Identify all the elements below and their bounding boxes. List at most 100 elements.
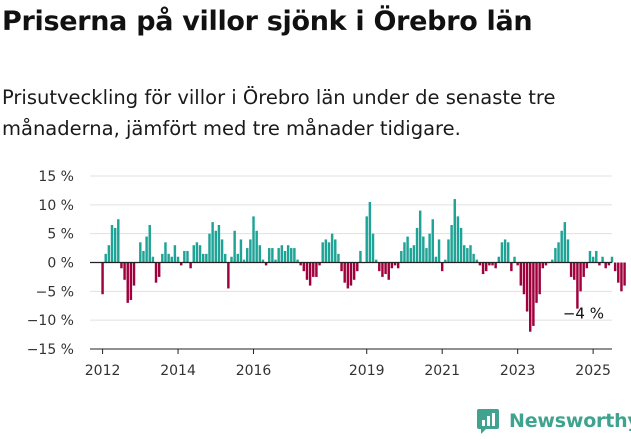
x-tick-label: 2016 [236,363,272,379]
bar [145,236,148,263]
bar [610,256,614,263]
bar [412,245,416,263]
bar [170,256,173,263]
bar [617,262,620,283]
bar [164,242,167,263]
bar [481,262,485,275]
bar [113,227,117,263]
bar [497,256,501,263]
bar [157,262,161,277]
bar [233,230,236,263]
y-tick-label: −5 % [36,284,74,300]
y-tick-label: −10 % [27,313,74,329]
bar [365,216,368,263]
bar [415,227,419,263]
bar [117,219,120,263]
bar [598,262,601,266]
bar [434,256,438,263]
bar [484,262,488,272]
bar [503,239,507,263]
bar [126,262,129,303]
bar [356,262,359,272]
bar [522,262,526,295]
bar [179,262,183,266]
bar [268,248,271,263]
bar [544,262,548,266]
bar [368,201,372,263]
bar [393,262,397,266]
bar [252,216,255,263]
bar [299,262,302,266]
bar [478,262,482,266]
bar [258,245,262,263]
bar [418,210,422,263]
bar [239,239,243,263]
bar [308,262,312,286]
bar [183,250,186,263]
bar [591,256,595,263]
bar [104,253,107,263]
bar [459,227,463,263]
x-tick-label: 2025 [575,363,611,379]
bar [469,245,472,263]
y-tick-label: 10 % [38,198,74,214]
bar [236,253,240,263]
x-tick-label: 2014 [160,363,196,379]
bar [447,239,450,263]
bar [330,233,334,263]
bar [453,199,456,263]
bar [349,262,353,286]
bar [513,256,516,263]
brand-name: Newsworthy [509,410,631,432]
bar [601,256,604,263]
bar [519,262,523,286]
bar [595,250,598,263]
bar [456,216,460,263]
bar [123,262,126,280]
bar [532,262,535,326]
bar [296,259,299,263]
bar [227,262,230,289]
bar [186,250,189,263]
bar [500,242,504,263]
bars [101,199,626,332]
newsworthy-logo: Newsworthy [476,408,631,434]
bar [557,242,560,263]
bar [337,253,340,263]
bar [205,253,208,263]
bar [371,233,375,263]
bar [132,262,136,286]
bar [176,256,180,263]
bar [444,259,447,263]
bar [334,239,337,263]
bar [588,250,592,263]
bar [535,262,538,303]
bar [554,248,557,263]
bar [154,262,158,283]
bar [201,253,205,263]
bar [582,262,585,277]
bar [173,245,177,263]
bar [390,262,394,269]
bar [293,248,296,263]
bar [396,262,400,269]
bar [425,248,428,263]
bar [192,245,195,263]
bar [161,253,164,263]
bar [387,262,390,280]
bar [510,262,513,272]
bar [220,239,224,263]
bar [381,262,384,277]
y-axis: 15 % 10 % 5 % 0 % −5 % −10 % −15 % [27,169,74,358]
bar [321,242,324,263]
y-tick-label: 5 % [47,227,74,243]
bar [305,262,309,280]
y-tick-label: −15 % [27,342,74,358]
bar [359,250,362,263]
bar [271,248,274,263]
bar [189,262,192,269]
bar [607,262,611,266]
x-axis: 2012 2014 2016 2019 2021 2023 2025 [85,348,612,379]
bar [343,262,346,283]
